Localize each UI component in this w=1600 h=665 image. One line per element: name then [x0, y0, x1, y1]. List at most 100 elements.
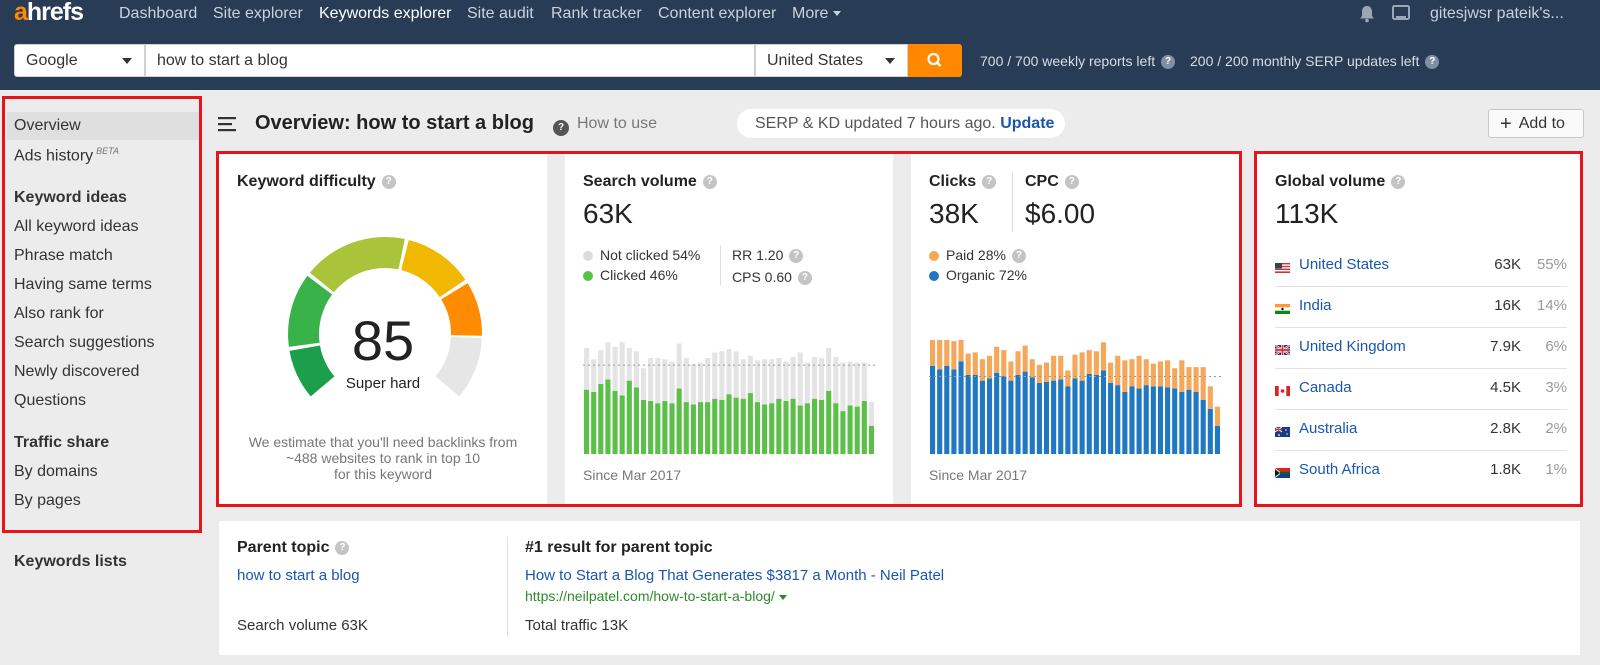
bar-paid: [1072, 354, 1078, 379]
bar-clicked: [612, 390, 618, 454]
sv-value: 63K: [583, 198, 633, 229]
country-percent: 1%: [1545, 461, 1567, 478]
top-result-url[interactable]: https://neilpatel.com/how-to-start-a-blo…: [525, 588, 787, 604]
sidebar-item-all-keyword-ideas[interactable]: All keyword ideas: [14, 218, 139, 235]
help-icon[interactable]: ?: [789, 249, 804, 264]
sidebar-heading-keyword-ideas: Keyword ideas: [14, 189, 127, 206]
bar-paid: [1172, 368, 1178, 389]
sidebar-item-keywords-lists[interactable]: Keywords lists: [14, 553, 127, 570]
bar-not-clicked: [847, 361, 853, 406]
gauge-segment: [309, 237, 405, 293]
country-link[interactable]: United States: [1299, 256, 1390, 273]
clicks-title: Clicks?: [929, 173, 997, 191]
nav-dashboard[interactable]: Dashboard: [119, 5, 198, 22]
help-icon: ?: [553, 120, 569, 136]
help-icon[interactable]: ?: [381, 174, 396, 189]
sidebar-item-ads-history[interactable]: Ads history BETA: [14, 146, 119, 165]
bar-organic: [1086, 373, 1092, 454]
help-icon[interactable]: ?: [702, 174, 717, 189]
rr-metric: RR 1.20?: [732, 247, 804, 264]
hamburger-menu-icon[interactable]: [218, 116, 238, 137]
update-link[interactable]: Update: [1000, 115, 1055, 132]
ahrefs-logo[interactable]: ahrefs: [14, 0, 84, 26]
country-row[interactable]: Australia 2.8K 2%: [1275, 410, 1567, 451]
bar-not-clicked: [591, 359, 597, 392]
sidebar-item-by-domains[interactable]: By domains: [14, 463, 98, 480]
bar-not-clicked: [797, 352, 803, 406]
help-icon[interactable]: ?: [1011, 249, 1026, 264]
top-result-link[interactable]: How to Start a Blog That Generates $3817…: [525, 567, 945, 584]
search-button[interactable]: [908, 44, 962, 77]
bar-organic: [1065, 386, 1071, 454]
country-row[interactable]: South Africa 1.8K 1%: [1275, 451, 1567, 492]
country-link[interactable]: India: [1299, 297, 1332, 314]
bar-paid: [1022, 345, 1028, 372]
global-value: 113K: [1275, 198, 1339, 229]
sidebar-item-search-suggestions[interactable]: Search suggestions: [14, 334, 155, 351]
how-to-use-link[interactable]: ? How to use: [553, 115, 657, 136]
bar-clicked: [762, 404, 768, 454]
sidebar-item-newly-discovered[interactable]: Newly discovered: [14, 363, 140, 380]
help-icon[interactable]: ?: [797, 271, 812, 286]
nav-rank-tracker[interactable]: Rank tracker: [551, 5, 642, 22]
bar-not-clicked: [648, 358, 654, 401]
nav-site-explorer[interactable]: Site explorer: [213, 5, 303, 22]
help-icon[interactable]: ?: [335, 540, 350, 555]
bar-organic: [1058, 379, 1064, 454]
bar-paid: [1036, 364, 1042, 383]
bar-not-clicked: [719, 351, 725, 400]
sv-since: Since Mar 2017: [583, 467, 682, 483]
country-link[interactable]: Australia: [1299, 420, 1358, 437]
country-row[interactable]: United States 63K 55%: [1275, 246, 1567, 287]
bar-not-clicked: [804, 362, 810, 404]
bell-icon[interactable]: [1358, 5, 1376, 28]
nav-more[interactable]: More: [792, 5, 841, 23]
bar-organic: [1015, 374, 1021, 454]
bar-clicked: [619, 395, 625, 454]
bar-not-clicked: [747, 355, 753, 394]
country-row[interactable]: United Kingdom 7.9K 6%: [1275, 328, 1567, 369]
help-icon[interactable]: ?: [982, 174, 997, 189]
message-icon[interactable]: [1392, 5, 1410, 28]
bar-clicked: [747, 393, 753, 454]
country-row[interactable]: Canada 4.5K 3%: [1275, 369, 1567, 410]
bar-paid: [1179, 360, 1185, 392]
nav-content-explorer[interactable]: Content explorer: [658, 5, 777, 22]
bar-clicked: [640, 399, 647, 454]
country-link[interactable]: South Africa: [1299, 461, 1380, 478]
sidebar-item-overview[interactable]: Overview: [14, 117, 81, 134]
gauge-remaining: [435, 336, 482, 397]
bar-clicked: [868, 425, 874, 454]
sidebar-item-having-same-terms[interactable]: Having same terms: [14, 276, 152, 293]
bar-organic: [1165, 387, 1171, 454]
engine-select[interactable]: Google: [14, 44, 145, 77]
user-menu[interactable]: gitesjwsr pateik's...: [1430, 5, 1564, 22]
sidebar-item-questions[interactable]: Questions: [14, 392, 87, 409]
bar-clicked: [633, 387, 639, 454]
bar-paid: [1029, 359, 1035, 378]
help-icon[interactable]: ?: [1064, 174, 1079, 189]
sidebar-item-phrase-match[interactable]: Phrase match: [14, 247, 113, 264]
help-icon[interactable]: ?: [1391, 174, 1406, 189]
sidebar-item-by-pages[interactable]: By pages: [14, 492, 81, 509]
caret-down-icon: [122, 58, 132, 64]
country-row[interactable]: India 16K 14%: [1275, 287, 1567, 328]
bar-clicked: [662, 400, 668, 454]
country-link[interactable]: United Kingdom: [1299, 338, 1406, 355]
bar-organic: [965, 374, 971, 454]
bar-not-clicked: [669, 361, 675, 404]
help-icon[interactable]: ?: [1161, 55, 1176, 70]
parent-topic-link[interactable]: how to start a blog: [237, 567, 360, 584]
keyword-search-input[interactable]: how to start a blog: [145, 44, 755, 77]
nav-keywords-explorer[interactable]: Keywords explorer: [319, 5, 452, 22]
bar-clicked: [826, 390, 832, 454]
sidebar-item-also-rank-for[interactable]: Also rank for: [14, 305, 104, 322]
bar-organic: [1115, 385, 1121, 454]
country-link[interactable]: Canada: [1299, 379, 1352, 396]
nav-site-audit[interactable]: Site audit: [467, 5, 534, 22]
country-select[interactable]: United States: [755, 44, 908, 77]
add-to-button[interactable]: + Add to: [1488, 109, 1584, 138]
help-icon[interactable]: ?: [1425, 55, 1440, 70]
bar-clicked: [776, 398, 782, 454]
bar-paid: [1100, 342, 1107, 371]
